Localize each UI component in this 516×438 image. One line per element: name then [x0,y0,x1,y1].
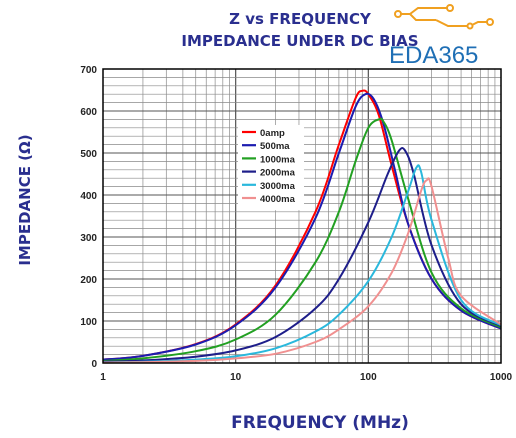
chart-title-line2: IMPEDANCE UNDER DC BIAS [181,32,418,50]
series-line-1000ma [102,117,502,362]
y-tick-label: 300 [80,233,97,244]
legend-label: 1000ma [260,154,296,165]
y-tick-label: 100 [80,317,97,328]
y-tick-labels: 0 100 200 300 400 500 600 700 [80,65,97,370]
y-tick-label: 700 [80,65,97,76]
x-tick-label: 1000 [490,372,513,383]
y-tick-label: 600 [80,107,97,118]
y-tick-label: 500 [80,149,97,160]
legend-label: 4000ma [260,194,296,205]
legend-background [238,125,304,211]
x-tick-label: 100 [360,372,377,383]
legend-label: 0amp [260,128,285,139]
series-line-500ma [102,92,502,361]
y-tick-label: 0 [91,359,97,370]
y-axis-title: IMPEDANCE (Ω) [16,134,34,265]
x-tick-label: 1 [100,372,106,383]
legend: 0amp 500ma 1000ma 2000ma 3000ma 4000ma [238,125,304,211]
series-line-4000ma [102,177,502,364]
series-line-3000ma [102,164,502,364]
chart-title-line1: Z vs FREQUENCY [229,10,372,28]
plot-frame [102,68,502,364]
series-lines [102,89,502,364]
x-tick-labels: 1 10 100 1000 [100,372,512,383]
y-tick-label: 200 [80,275,97,286]
x-tick-label: 10 [230,372,242,383]
legend-label: 500ma [260,141,290,152]
x-axis-title: FREQUENCY (MHz) [231,413,409,433]
plot-area: 1 10 100 1000 0 100 200 300 400 500 600 700 0amp 50… [80,65,512,383]
eda365-logo: EDA365 [389,4,494,69]
legend-label: 3000ma [260,181,296,192]
series-line-2000ma [102,147,502,363]
logo-text: EDA365 [389,42,478,69]
legend-label: 2000ma [260,168,296,179]
logo-circuit-icon [394,4,494,30]
plot-background [103,69,501,363]
y-tick-label: 400 [80,191,97,202]
